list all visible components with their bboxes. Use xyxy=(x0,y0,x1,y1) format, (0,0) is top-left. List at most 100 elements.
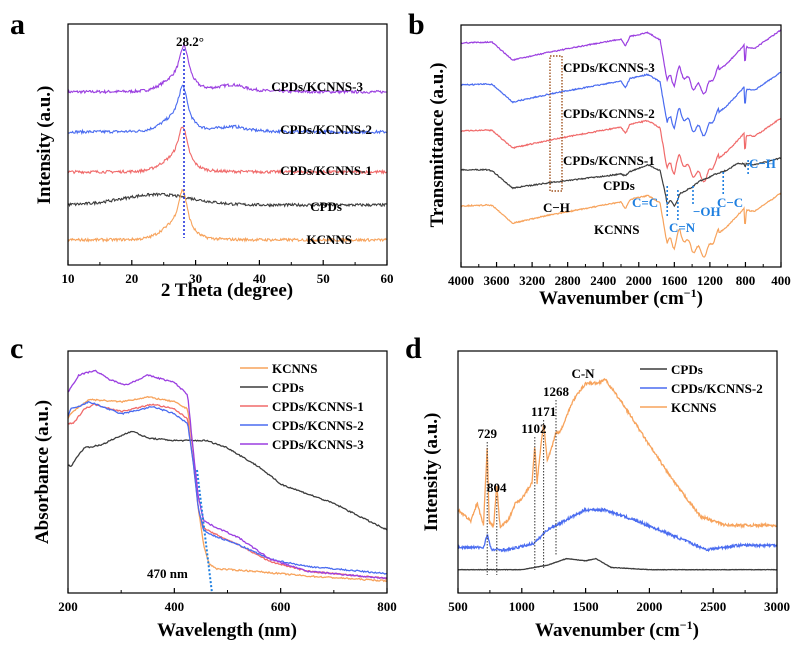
panel-a-y-axis-title: Intensity (a.u.) xyxy=(34,86,55,205)
panel-b-band-c-double-c: C=C xyxy=(632,195,658,210)
panel-d-x-tick-label: 1000 xyxy=(509,599,535,614)
panel-a-x-ticks: 10 20 30 40 50 60 xyxy=(62,260,394,286)
panel-d-y-axis-title: Intensity (a.u.) xyxy=(421,413,442,532)
panel-d-peak-label: 804 xyxy=(487,480,507,495)
panel-c-series-cpds-kcnns-2 xyxy=(67,400,388,575)
panel-b-series-cpds-kcnns-3 xyxy=(460,29,782,95)
panel-c-x-ticks: 200 400 600 800 xyxy=(58,588,397,614)
panel-b-band-c-single-c: C−C xyxy=(717,195,743,210)
panel-b: b 4000 3600 3200 2800 2400 2000 1600 1200 800 400… xyxy=(408,8,791,309)
panel-c-x-tick-label: 600 xyxy=(271,599,291,614)
panel-b-band-oh: −OH xyxy=(693,204,721,219)
panel-c-edge-tangent xyxy=(196,469,213,594)
panel-a: a 10 20 30 40 50 60 2 Theta (degree) Intensit… xyxy=(10,8,394,301)
panel-a-x-tick-label: 60 xyxy=(381,271,394,286)
panel-a-series-cpds-kcnns-2 xyxy=(67,84,387,136)
panel-a-series-cpds-kcnns-3 xyxy=(67,44,387,95)
panel-a-series-kcnns xyxy=(67,188,387,244)
panel-b-x-axis-title-sup: −1 xyxy=(684,286,697,300)
panel-d-x-tick-label: 1500 xyxy=(573,599,599,614)
panel-d-x-tick-label: 2500 xyxy=(700,599,726,614)
panel-c: c 200 400 600 800 Wavelength (nm) Absorbanc… xyxy=(10,332,397,641)
panel-c-legend-label-cpds-kcnns-2: CPDs/KCNNS-2 xyxy=(272,418,364,433)
panel-b-band-ch-blue: C−H xyxy=(749,156,776,171)
panel-d-x-axis-title-sup: −1 xyxy=(680,618,693,632)
panel-b-label-cpds-kcnns-3: CPDs/KCNNS-3 xyxy=(563,60,655,75)
panel-a-label-cpds-kcnns-2: CPDs/KCNNS-2 xyxy=(280,122,372,137)
panel-a-label-cpds-kcnns-1: CPDs/KCNNS-1 xyxy=(280,163,372,178)
panel-c-series-cpds-kcnns-3 xyxy=(67,369,388,580)
panel-a-label-cpds: CPDs xyxy=(310,199,342,214)
panel-d-legend: CPDs CPDs/KCNNS-2 KCNNS xyxy=(640,362,763,415)
panel-d-x-axis-title-main: Wavenumber (cm xyxy=(535,620,680,641)
panel-b-band-c-double-n: C=N xyxy=(669,220,696,235)
panel-d-legend-label-cpds: CPDs xyxy=(671,362,703,377)
panel-letter-c: c xyxy=(10,332,23,365)
panel-b-x-tick-label: 800 xyxy=(736,273,756,288)
panel-a-x-tick-label: 30 xyxy=(189,271,202,286)
panel-c-series-kcnns xyxy=(67,395,388,583)
panel-b-label-cpds-kcnns-2: CPDs/KCNNS-2 xyxy=(563,106,655,121)
panel-d-x-tick-label: 3000 xyxy=(764,599,790,614)
panel-b-y-axis-title: Transmittance (a.u.) xyxy=(427,63,448,228)
panel-d-cn-label: C-N xyxy=(571,366,595,381)
panel-b-label-kcnns: KCNNS xyxy=(594,222,640,237)
panel-c-plot-area xyxy=(67,369,388,583)
panel-b-x-tick-label: 4000 xyxy=(448,273,474,288)
panel-a-series-cpds-kcnns-1 xyxy=(67,126,387,176)
panel-d-x-axis-title: Wavenumber (cm−1) xyxy=(535,618,699,641)
panel-c-y-axis-title: Absorbance (a.u.) xyxy=(32,400,53,544)
panel-c-series-cpds xyxy=(67,430,388,531)
panel-a-label-cpds-kcnns-3: CPDs/KCNNS-3 xyxy=(271,79,363,94)
panel-a-peak-label: 28.2° xyxy=(176,34,204,49)
panel-d-legend-label-cpds-kcnns-2: CPDs/KCNNS-2 xyxy=(671,381,763,396)
panel-d-peak-label: 1171 xyxy=(531,404,556,419)
panel-c-legend-label-cpds: CPDs xyxy=(272,380,304,395)
panel-a-x-tick-label: 40 xyxy=(253,271,266,286)
panel-d-peak-lines: 729 804 1102 1171 1268 xyxy=(477,384,569,575)
panel-b-x-tick-label: 2800 xyxy=(555,273,581,288)
panel-b-x-axis-title-main: Wavenumber (cm xyxy=(539,288,684,309)
panel-d: d 500 1000 1500 2000 2500 3000 Wavenumber (cm… xyxy=(405,332,790,641)
panel-d-series-cpds xyxy=(458,557,778,571)
panel-d-peak-label: 1268 xyxy=(543,384,570,399)
panel-c-x-tick-label: 400 xyxy=(165,599,185,614)
panel-b-series-kcnns xyxy=(460,192,782,258)
panel-a-x-tick-label: 20 xyxy=(125,271,138,286)
panel-c-edge-label: 470 nm xyxy=(147,566,188,581)
panel-b-plot-area xyxy=(460,29,782,258)
panel-a-plot-area xyxy=(67,44,387,244)
panel-a-label-kcnns: KCNNS xyxy=(306,232,352,247)
panel-b-series-cpds-kcnns-2 xyxy=(460,71,782,137)
panel-d-legend-label-kcnns: KCNNS xyxy=(671,400,717,415)
panel-a-series-cpds xyxy=(67,192,387,208)
panel-b-label-cpds-kcnns-1: CPDs/KCNNS-1 xyxy=(563,153,655,168)
panel-b-band-ch: C−H xyxy=(543,200,570,215)
panel-letter-d: d xyxy=(405,332,422,365)
panel-a-x-tick-label: 50 xyxy=(317,271,330,286)
panel-b-x-tick-label: 1600 xyxy=(661,273,687,288)
panel-b-x-tick-label: 3600 xyxy=(484,273,510,288)
panel-b-x-tick-label: 3200 xyxy=(519,273,545,288)
panel-d-x-tick-label: 2000 xyxy=(636,599,662,614)
panel-b-x-ticks: 4000 3600 3200 2800 2400 2000 1600 1200 800 400 xyxy=(448,262,791,288)
panel-c-x-axis-title: Wavelength (nm) xyxy=(157,620,297,641)
panel-d-series-kcnns xyxy=(457,377,778,530)
panel-b-ch-highlight-box xyxy=(549,55,563,192)
panel-b-x-tick-label: 400 xyxy=(771,273,791,288)
panel-b-x-tick-label: 1200 xyxy=(697,273,723,288)
panel-letter-b: b xyxy=(408,8,425,41)
panel-b-x-axis-title: Wavenumber (cm−1) xyxy=(539,286,703,309)
panel-a-axis-frame xyxy=(67,23,388,266)
panel-b-x-axis-title-end: ) xyxy=(697,288,703,309)
panel-d-peak-label: 1102 xyxy=(521,421,546,436)
panel-d-series-cpds-kcnns-2 xyxy=(457,506,778,553)
panel-d-peak-label: 729 xyxy=(477,426,497,441)
panel-a-x-tick-label: 10 xyxy=(62,271,75,286)
panel-b-band-lines xyxy=(666,160,749,222)
panel-d-x-tick-label: 500 xyxy=(448,599,468,614)
panel-d-plot-area xyxy=(457,377,778,571)
panel-c-legend-label-kcnns: KCNNS xyxy=(272,361,318,376)
panel-c-legend: KCNNS CPDs CPDs/KCNNS-1 CPDs/KCNNS-2 CPDs/KC… xyxy=(240,361,364,452)
